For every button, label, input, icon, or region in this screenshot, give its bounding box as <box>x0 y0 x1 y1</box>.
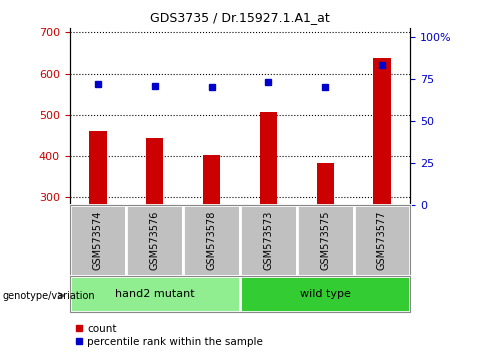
Bar <box>354 205 410 276</box>
Bar <box>297 205 354 276</box>
Bar <box>126 205 183 276</box>
Text: GSM573575: GSM573575 <box>320 211 330 270</box>
Bar <box>89 131 107 205</box>
Text: genotype/variation: genotype/variation <box>2 291 95 301</box>
Bar <box>70 276 240 312</box>
Text: GSM573576: GSM573576 <box>150 211 160 270</box>
Text: GSM573577: GSM573577 <box>377 211 387 270</box>
Bar <box>240 276 410 312</box>
Bar <box>260 112 277 205</box>
Title: GDS3735 / Dr.15927.1.A1_at: GDS3735 / Dr.15927.1.A1_at <box>150 11 330 24</box>
Text: GSM573573: GSM573573 <box>264 211 274 270</box>
Text: GSM573574: GSM573574 <box>93 211 103 270</box>
Text: wild type: wild type <box>300 289 350 299</box>
Bar <box>70 205 126 276</box>
Bar <box>203 155 220 205</box>
Text: hand2 mutant: hand2 mutant <box>115 289 194 299</box>
Bar <box>240 205 297 276</box>
Text: GSM573578: GSM573578 <box>206 211 216 270</box>
Legend: count, percentile rank within the sample: count, percentile rank within the sample <box>75 324 263 347</box>
Bar <box>183 205 240 276</box>
Bar <box>317 163 334 205</box>
Bar <box>146 138 163 205</box>
Bar <box>373 58 391 205</box>
